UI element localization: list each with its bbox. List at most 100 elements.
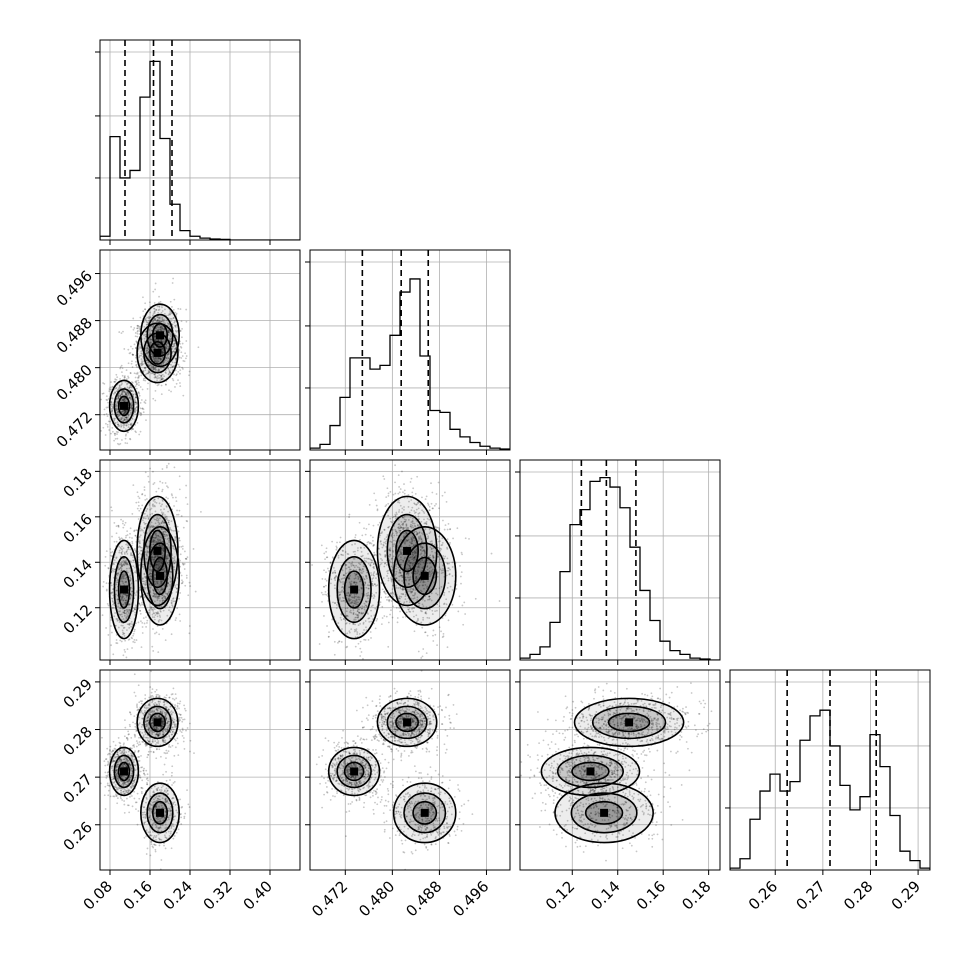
sample-point xyxy=(154,336,157,339)
sample-point xyxy=(153,311,156,314)
sample-point xyxy=(152,367,154,370)
sample-point xyxy=(154,501,156,503)
sample-point xyxy=(336,541,338,544)
sample-point xyxy=(154,577,156,579)
sample-point xyxy=(140,412,142,414)
sample-point xyxy=(146,344,149,347)
sample-point xyxy=(155,309,158,311)
sample-point xyxy=(146,388,149,390)
panel-frame xyxy=(309,249,511,451)
sample-point xyxy=(162,520,164,522)
sample-point xyxy=(326,567,329,570)
sample-point xyxy=(411,491,414,494)
sample-point xyxy=(164,639,167,641)
sample-point xyxy=(161,513,164,516)
sample-point xyxy=(124,601,127,604)
sample-point xyxy=(133,411,136,414)
sample-point xyxy=(147,475,150,478)
tick-label-y: 0.472 xyxy=(53,408,96,451)
sample-point xyxy=(115,642,118,644)
sample-point xyxy=(164,383,167,386)
sample-point xyxy=(129,593,132,596)
sample-point xyxy=(127,414,130,417)
sample-point xyxy=(166,614,169,617)
sample-point xyxy=(167,330,170,332)
sample-point xyxy=(144,517,147,520)
sample-point xyxy=(179,553,182,556)
sample-point xyxy=(173,342,175,345)
sample-point xyxy=(154,574,156,577)
sample-point xyxy=(150,524,153,527)
sample-point xyxy=(135,501,138,504)
sample-point xyxy=(143,512,146,515)
sample-point xyxy=(158,535,161,538)
sample-point xyxy=(153,616,156,619)
sample-point xyxy=(143,527,146,529)
sample-point xyxy=(151,365,154,368)
sample-point xyxy=(149,338,152,341)
sample-point xyxy=(141,563,144,566)
sample-point xyxy=(158,618,161,621)
sample-point xyxy=(156,519,159,522)
sample-point xyxy=(156,563,159,566)
sample-point xyxy=(106,399,109,402)
sample-point xyxy=(174,357,177,360)
sample-point xyxy=(153,600,156,603)
sample-point xyxy=(151,552,154,554)
sample-point xyxy=(155,611,157,614)
sample-point xyxy=(154,595,157,598)
sample-point xyxy=(153,595,156,598)
sample-point xyxy=(133,607,136,609)
sample-point xyxy=(172,277,175,280)
sample-point xyxy=(129,438,132,441)
sample-point xyxy=(162,596,165,598)
sample-point xyxy=(118,573,121,576)
sample-point xyxy=(164,531,167,534)
sample-point xyxy=(144,498,147,501)
sample-point xyxy=(127,610,129,612)
sample-point xyxy=(167,373,170,376)
sample-point xyxy=(152,594,155,597)
sample-point xyxy=(163,584,166,587)
sample-point xyxy=(178,509,181,512)
sample-point xyxy=(154,578,157,581)
sample-point xyxy=(124,577,127,580)
sample-point xyxy=(162,547,165,550)
sample-point xyxy=(160,367,162,369)
sample-point xyxy=(123,417,125,420)
sample-point xyxy=(156,599,159,601)
sample-point xyxy=(107,567,110,569)
sample-point xyxy=(129,396,131,399)
sample-point xyxy=(176,607,179,610)
sample-point xyxy=(134,566,137,569)
sample-point xyxy=(143,366,146,369)
sample-point xyxy=(123,409,126,412)
sample-point xyxy=(139,526,142,528)
sample-point xyxy=(185,577,188,579)
sample-point xyxy=(432,634,434,637)
sample-point xyxy=(120,418,122,421)
sample-point xyxy=(162,530,165,533)
sample-point xyxy=(133,608,136,611)
sample-point xyxy=(129,527,132,530)
sample-point xyxy=(115,387,118,389)
sample-point xyxy=(174,584,176,587)
sample-point xyxy=(144,347,147,350)
sample-point xyxy=(136,324,139,327)
sample-point xyxy=(157,383,160,386)
sample-point xyxy=(179,329,182,332)
sample-point xyxy=(172,365,174,368)
sample-point xyxy=(152,366,155,369)
sample-point xyxy=(157,339,160,342)
sample-point xyxy=(132,634,134,637)
sample-point xyxy=(160,561,163,564)
sample-point xyxy=(369,674,371,676)
sample-point xyxy=(166,534,169,537)
sample-point xyxy=(136,332,139,335)
sample-point xyxy=(447,522,450,525)
sample-point xyxy=(128,626,131,629)
sample-point xyxy=(368,504,371,506)
sample-point xyxy=(168,323,170,325)
sample-point xyxy=(133,372,136,375)
sample-point xyxy=(140,399,143,401)
